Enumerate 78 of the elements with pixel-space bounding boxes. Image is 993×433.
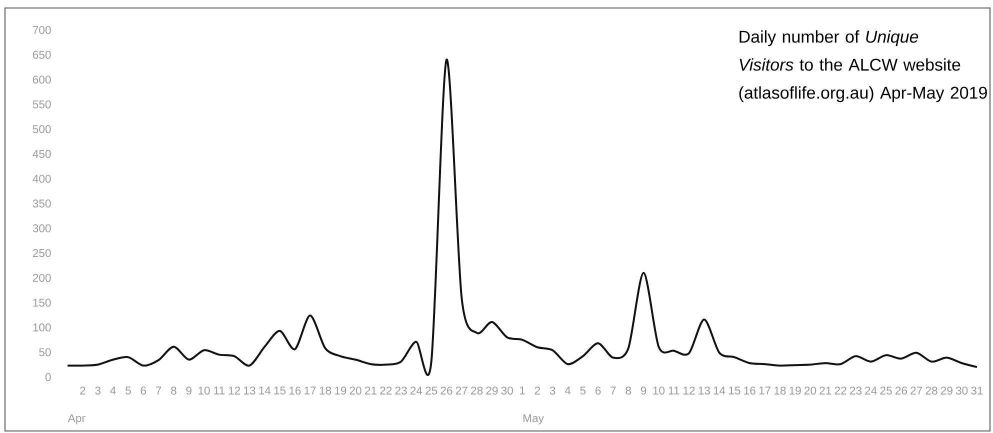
x-tick-label: 22 xyxy=(834,386,846,395)
chart-title: Daily number of Unique Visitors to the ALCW website (atlasoflife.org.au) Apr-May 2019 xyxy=(739,30,987,102)
x-tick-label: 26 xyxy=(895,386,907,395)
x-tick-label: 23 xyxy=(850,386,862,395)
x-tick-label: 29 xyxy=(486,386,498,395)
x-tick-label: 10 xyxy=(653,386,665,395)
x-tick-label: 9 xyxy=(186,386,192,395)
x-tick-label: 16 xyxy=(744,386,756,395)
y-tick-label: 550 xyxy=(32,100,51,108)
x-tick-label: 27 xyxy=(456,386,468,395)
x-tick-label: 8 xyxy=(626,386,632,395)
x-tick-label: 17 xyxy=(304,386,316,394)
x-tick-label: 3 xyxy=(95,386,101,395)
x-tick-label: 20 xyxy=(804,386,816,395)
x-tick-label: 13 xyxy=(698,386,710,395)
y-tick-label: 100 xyxy=(33,323,51,332)
x-tick-label: 7 xyxy=(156,386,162,394)
y-tick-label: 450 xyxy=(32,150,51,158)
y-tick-label: 200 xyxy=(32,274,51,282)
x-tick-label: 12 xyxy=(228,386,240,395)
y-tick-label: 600 xyxy=(32,76,51,84)
x-tick-label: 22 xyxy=(380,386,392,395)
x-tick-label: 14 xyxy=(714,386,726,394)
y-tick-label: 500 xyxy=(32,125,51,134)
x-tick-label: 11 xyxy=(214,386,224,394)
x-tick-label: 18 xyxy=(320,386,332,395)
x-tick-label: 30 xyxy=(956,386,968,395)
x-tick-label: 17 xyxy=(759,386,771,394)
y-tick-label: 150 xyxy=(33,298,51,307)
y-tick-label: 300 xyxy=(32,224,51,232)
y-tick-label: 350 xyxy=(32,200,51,208)
y-tick-label: 700 xyxy=(32,26,51,34)
x-tick-label: 6 xyxy=(140,386,146,395)
x-tick-label: 31 xyxy=(971,386,983,395)
x-tick-label: 27 xyxy=(910,386,922,395)
x-tick-label: 5 xyxy=(126,386,131,394)
x-tick-label: 4 xyxy=(564,386,571,394)
x-tick-label: 23 xyxy=(395,386,407,395)
x-tick-label: 4 xyxy=(110,386,116,394)
x-tick-label: 13 xyxy=(244,386,256,395)
x-tick-label: 29 xyxy=(940,386,952,395)
x-tick-label: 15 xyxy=(729,386,740,394)
x-tick-label: 20 xyxy=(350,386,362,395)
x-tick-label: 18 xyxy=(774,386,786,395)
x-tick-label: 26 xyxy=(440,386,452,395)
y-tick-label: 650 xyxy=(32,50,51,59)
x-tick-label: 1 xyxy=(520,386,525,394)
x-tick-label: 25 xyxy=(880,386,892,395)
x-tick-label: 11 xyxy=(668,386,680,394)
x-tick-label: 15 xyxy=(274,386,286,394)
y-tick-label: 250 xyxy=(32,249,51,258)
x-tick-label: 2 xyxy=(80,386,86,395)
x-tick-label: 5 xyxy=(580,386,586,394)
x-tick-label: 19 xyxy=(790,386,801,395)
y-tick-label: 0 xyxy=(45,372,51,382)
x-tick-label: 21 xyxy=(364,386,376,395)
x-tick-label: 3 xyxy=(550,386,556,395)
x-tick-label: 30 xyxy=(501,386,513,395)
x-tick-label: 25 xyxy=(426,386,438,395)
x-tick-label: 8 xyxy=(171,386,176,395)
y-tick-label: 50 xyxy=(39,348,51,356)
x-tick-label: 28 xyxy=(926,386,938,395)
x-tick-label: 16 xyxy=(289,386,301,395)
x-tick-label: 10 xyxy=(198,386,210,395)
x-tick-label: 12 xyxy=(684,386,695,395)
x-tick-label: 6 xyxy=(595,386,601,395)
x-tick-label: 9 xyxy=(640,386,646,395)
x-tick-label: 7 xyxy=(610,386,616,394)
x-tick-label: 21 xyxy=(820,386,832,395)
x-tick-label: 28 xyxy=(471,386,483,395)
x-tick-label: 14 xyxy=(259,386,271,394)
x-tick-label: 24 xyxy=(410,386,422,395)
x-tick-label: 19 xyxy=(334,386,346,395)
x-tick-label: 2 xyxy=(534,386,540,395)
text: Apr xyxy=(68,414,86,424)
text: May xyxy=(523,414,544,424)
x-tick-label: 24 xyxy=(865,386,877,395)
y-tick-label: 400 xyxy=(32,174,51,183)
